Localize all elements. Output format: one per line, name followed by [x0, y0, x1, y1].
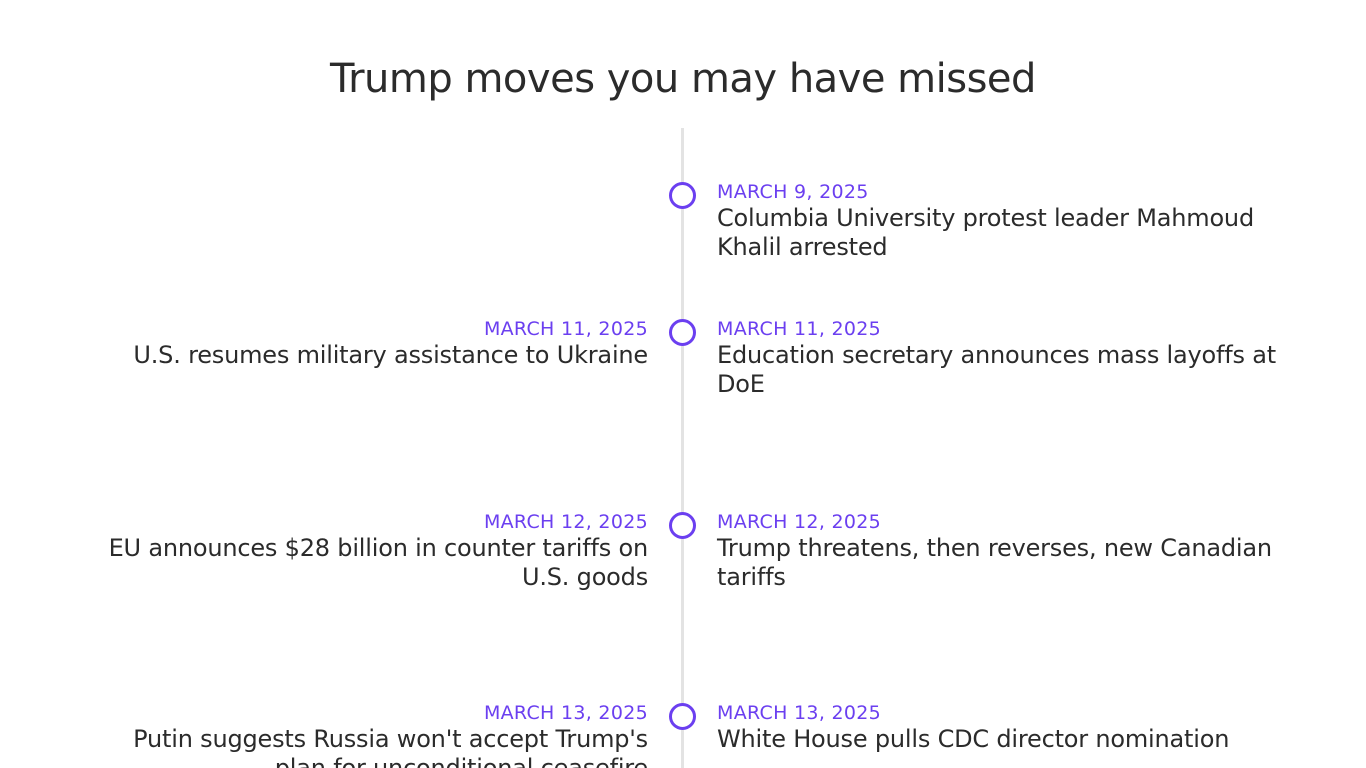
entry-date: MARCH 12, 2025	[483, 511, 648, 533]
timeline-dot-icon	[669, 512, 696, 539]
timeline-entry[interactable]: MARCH 11, 2025 U.S. resumes military ass…	[48, 317, 648, 370]
entry-headline: U.S. resumes military assistance to Ukra…	[133, 341, 648, 369]
timeline-axis-line	[681, 128, 684, 768]
page-title: Trump moves you may have missed	[330, 56, 1036, 102]
entry-headline: Columbia University protest leader Mahmo…	[717, 204, 1254, 261]
entry-headline: White House pulls CDC director nominatio…	[717, 725, 1230, 753]
timeline-entry[interactable]: MARCH 12, 2025 EU announces $28 billion …	[48, 510, 649, 592]
entry-date: MARCH 9, 2025	[717, 181, 869, 203]
entry-headline: Education secretary announces mass layof…	[717, 341, 1276, 398]
timeline-dot-icon	[669, 182, 696, 209]
entry-date: MARCH 11, 2025	[483, 318, 648, 340]
timeline-dot-icon	[669, 319, 696, 346]
timeline-entry[interactable]: MARCH 12, 2025 Trump threatens, then rev…	[717, 510, 1317, 592]
entry-headline: EU announces $28 billion in counter tari…	[108, 534, 649, 591]
timeline-dot-icon	[669, 703, 696, 730]
entry-headline: Putin suggests Russia won't accept Trump…	[133, 725, 648, 768]
entry-date: MARCH 13, 2025	[717, 702, 882, 724]
timeline-entry[interactable]: MARCH 13, 2025 White House pulls CDC dir…	[717, 701, 1317, 754]
entry-headline: Trump threatens, then reverses, new Cana…	[717, 534, 1272, 591]
entry-date: MARCH 12, 2025	[717, 511, 882, 533]
entry-date: MARCH 11, 2025	[717, 318, 882, 340]
timeline-entry[interactable]: MARCH 13, 2025 Putin suggests Russia won…	[48, 701, 648, 768]
timeline-entry[interactable]: MARCH 9, 2025 Columbia University protes…	[717, 180, 1317, 262]
entry-date: MARCH 13, 2025	[483, 702, 648, 724]
timeline-entry[interactable]: MARCH 11, 2025 Education secretary annou…	[717, 317, 1317, 399]
